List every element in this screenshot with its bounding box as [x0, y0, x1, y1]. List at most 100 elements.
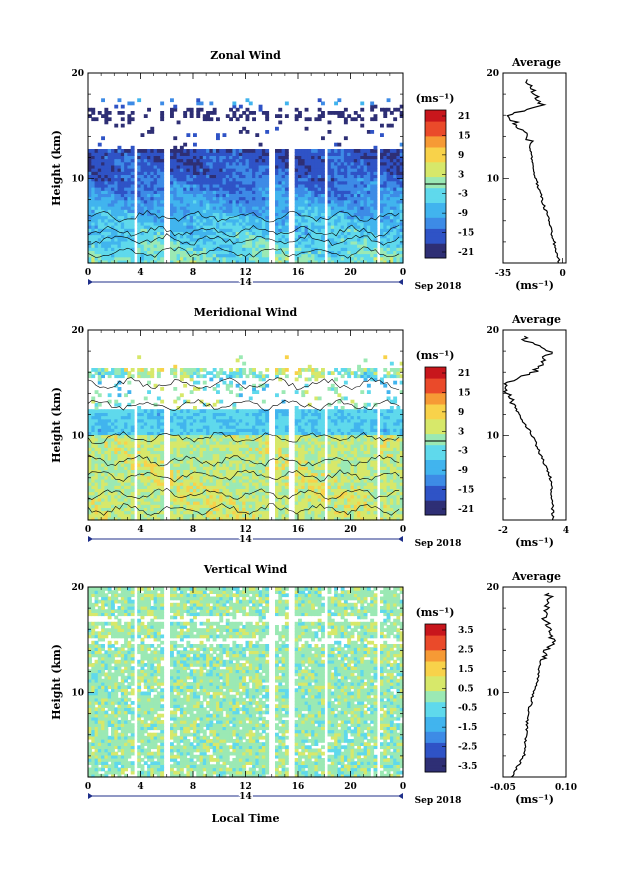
heatmap-cell [111, 152, 115, 156]
heatmap-cell [393, 190, 398, 194]
heatmap-cell [124, 237, 128, 242]
heatmap-cell [258, 149, 263, 153]
heatmap-cell [104, 168, 109, 172]
heatmap-cell [294, 250, 299, 255]
heatmap-cell [357, 164, 361, 169]
heatmap-cell [307, 190, 312, 194]
heatmap-cell [284, 101, 289, 106]
heatmap-cell [140, 247, 145, 251]
heatmap-cell [383, 199, 388, 204]
colorbar-swatch [425, 209, 446, 215]
heatmap-cell [281, 158, 286, 163]
heatmap-cell [130, 196, 135, 201]
heatmap-cell [88, 231, 92, 236]
heatmap-cell [222, 215, 227, 220]
heatmap-cell [156, 215, 161, 220]
heatmap-cell [301, 209, 306, 213]
heatmap-cell [383, 209, 388, 213]
heatmap-cell [343, 225, 348, 229]
heatmap-cell [370, 168, 375, 172]
colorbar-tick-label: -21 [458, 248, 474, 258]
heatmap-cell [261, 510, 266, 515]
heatmap-cell [216, 202, 220, 207]
heatmap-cell [88, 212, 92, 217]
average-y-tick-label: 20 [486, 69, 499, 79]
heatmap-cell [186, 218, 191, 223]
heatmap-cell [235, 234, 240, 239]
heatmap-cell [343, 234, 348, 239]
heatmap-cell [284, 221, 289, 226]
heatmap-cell [114, 244, 119, 248]
heatmap-cell [370, 104, 375, 109]
heatmap-cell [225, 187, 230, 191]
heatmap-cell [350, 180, 355, 185]
heatmap-cell [147, 218, 151, 223]
heatmap-cell [298, 240, 302, 245]
heatmap-cell [97, 497, 102, 502]
heatmap-cell [199, 107, 204, 112]
heatmap-cell [88, 510, 92, 515]
heatmap-cell [366, 228, 371, 232]
heatmap-cell [170, 507, 174, 512]
heatmap-cell [298, 250, 302, 255]
heatmap-cell [199, 158, 204, 163]
heatmap-cell [245, 215, 250, 220]
heatmap-cell [193, 215, 197, 220]
heatmap-cell [117, 250, 122, 255]
heatmap-cell [199, 247, 204, 251]
heatmap-cell [366, 218, 371, 223]
heatmap-cell [242, 161, 247, 166]
heatmap-cell [114, 104, 119, 109]
heatmap-cell [245, 174, 250, 179]
heatmap-cell [383, 228, 388, 232]
heatmap-cell [343, 152, 348, 156]
colorbar-swatch [425, 124, 446, 129]
heatmap-cell [252, 253, 256, 258]
heatmap-cell [334, 501, 338, 505]
heatmap-cell [294, 196, 299, 201]
heatmap-cell [97, 516, 102, 521]
heatmap-cell [350, 256, 355, 261]
heatmap-cell [206, 231, 210, 236]
heatmap-cell [150, 497, 155, 502]
heatmap-cell [298, 504, 302, 508]
heatmap-cell [284, 513, 289, 518]
heatmap-cell [373, 212, 378, 217]
heatmap-cell [127, 177, 132, 182]
heatmap-cell [337, 501, 342, 505]
heatmap-cell [183, 209, 188, 213]
heatmap-cell [334, 507, 338, 512]
heatmap-cell [238, 183, 243, 188]
heatmap-cell [366, 149, 371, 153]
heatmap-cell [281, 212, 286, 217]
heatmap-cell [399, 250, 404, 255]
heatmap-cell [278, 250, 283, 255]
heatmap-cell [216, 237, 220, 242]
heatmap-cell [317, 234, 322, 239]
heatmap-cell [120, 507, 125, 512]
heatmap-cell [206, 218, 210, 223]
heatmap-cell [278, 180, 283, 185]
heatmap-cell [114, 155, 119, 160]
heatmap-cell [275, 158, 279, 163]
heatmap-cell [386, 168, 391, 172]
heatmap-cell [278, 501, 283, 505]
heatmap-cell [373, 256, 378, 261]
heatmap-cell [202, 256, 207, 261]
heatmap-cell [337, 225, 342, 229]
heatmap-cell [347, 183, 352, 188]
heatmap-cell [183, 250, 188, 255]
heatmap-cell [396, 174, 401, 179]
heatmap-cell [179, 193, 184, 198]
heatmap-cell [278, 228, 283, 232]
heatmap-cell [360, 174, 365, 179]
heatmap-cell [153, 234, 158, 239]
heatmap-cell [284, 174, 289, 179]
heatmap-cell [104, 199, 109, 204]
heatmap-cell [111, 202, 115, 207]
heatmap-cell [337, 152, 342, 156]
heatmap-cell [120, 259, 125, 264]
heatmap-cell [304, 171, 309, 175]
heatmap-cell [284, 497, 289, 502]
heatmap-cell [389, 215, 394, 220]
